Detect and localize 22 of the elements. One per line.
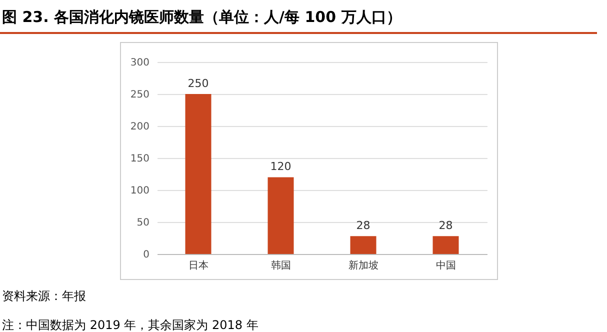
y-tick-label: 300: [130, 58, 150, 68]
data-label: 120: [270, 160, 292, 174]
x-tick-label: 韩国: [270, 260, 291, 272]
text: 资料来源：年报: [2, 288, 87, 305]
x-tick-label: 新加坡: [348, 260, 378, 272]
data-label: 250: [188, 77, 209, 90]
y-tick-label: 0: [143, 250, 150, 260]
x-tick-label: 日本: [188, 260, 208, 272]
y-tick-label: 250: [130, 90, 150, 100]
data-label: 28: [438, 219, 453, 232]
text: 注：中国数据为 2019 年，其余国家为 2018 年: [2, 317, 260, 332]
bar: [268, 177, 294, 254]
y-tick-label: 150: [130, 154, 150, 164]
chart-title: 图 23. 各国消化内镜医师数量（单位：人/每 100 万人口）: [0, 0, 597, 34]
y-tick-label: 100: [130, 186, 150, 196]
x-tick-label: 中国: [436, 260, 456, 272]
y-tick-label: 200: [130, 122, 150, 132]
y-tick-label: 50: [136, 218, 150, 228]
bar: [185, 94, 212, 254]
data-label: 28: [356, 219, 370, 232]
bar: [432, 236, 459, 254]
bar: [350, 236, 376, 254]
